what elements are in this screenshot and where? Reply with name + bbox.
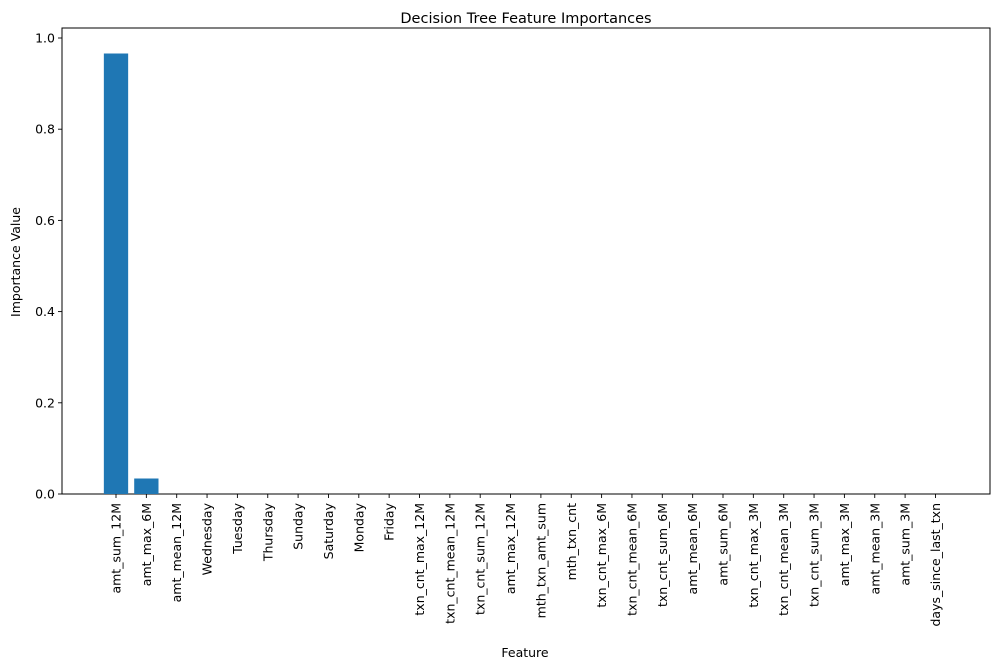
y-tick-label: 1.0 bbox=[35, 31, 55, 46]
y-tick-label: 0.4 bbox=[35, 304, 55, 319]
x-tick-label: Monday bbox=[351, 502, 366, 552]
x-tick-label: amt_sum_6M bbox=[716, 503, 731, 586]
x-tick-label: txn_cnt_max_3M bbox=[746, 503, 761, 608]
bar-group bbox=[103, 53, 159, 494]
bar-amt-max-6m bbox=[134, 478, 159, 494]
x-tick-label: mth_txn_amt_sum bbox=[533, 503, 548, 618]
x-tick-label: txn_cnt_max_12M bbox=[412, 503, 427, 616]
x-tick-label: Saturday bbox=[321, 502, 336, 559]
x-tick-label: txn_cnt_sum_12M bbox=[473, 503, 488, 615]
x-axis: amt_sum_12M amt_max_6M amt_mean_12M Wednesd… bbox=[109, 494, 943, 627]
x-tick-label: mth_txn_cnt bbox=[564, 503, 579, 581]
x-tick-label: amt_mean_3M bbox=[867, 503, 882, 594]
x-tick-label: Wednesday bbox=[200, 502, 215, 575]
x-tick-label: amt_sum_3M bbox=[898, 503, 913, 586]
x-tick-label: Tuesday bbox=[230, 502, 245, 554]
x-tick-label: Thursday bbox=[260, 502, 275, 562]
plot-area bbox=[61, 27, 991, 495]
x-tick-label: txn_cnt_sum_3M bbox=[807, 503, 822, 607]
x-tick-label: txn_cnt_sum_6M bbox=[655, 503, 670, 607]
x-tick-label: amt_max_12M bbox=[503, 503, 518, 594]
x-tick-label: amt_sum_12M bbox=[109, 503, 124, 594]
x-tick-label: txn_cnt_max_6M bbox=[594, 503, 609, 608]
x-tick-label: Sunday bbox=[291, 502, 306, 549]
x-tick-label: amt_max_3M bbox=[837, 503, 852, 586]
x-tick-label: amt_max_6M bbox=[139, 503, 154, 586]
x-axis-label: Feature bbox=[501, 645, 549, 660]
y-tick-label: 0.8 bbox=[35, 122, 55, 137]
bar-amt-sum-12m bbox=[103, 53, 129, 494]
x-tick-label: days_since_last_txn bbox=[928, 503, 943, 627]
y-axis-label: Importance Value bbox=[8, 207, 23, 317]
chart-title: Decision Tree Feature Importances bbox=[400, 11, 651, 27]
x-tick-label: Friday bbox=[382, 502, 397, 540]
x-tick-label: amt_mean_6M bbox=[685, 503, 700, 594]
y-tick-label: 0.0 bbox=[35, 487, 55, 502]
plot-frame bbox=[61, 27, 991, 495]
y-axis: 0.0 0.2 0.4 0.6 0.8 1.0 bbox=[35, 31, 62, 502]
y-tick-label: 0.6 bbox=[35, 213, 55, 228]
x-tick-label: txn_cnt_mean_6M bbox=[624, 503, 639, 616]
x-tick-label: txn_cnt_mean_3M bbox=[776, 503, 791, 616]
y-tick-label: 0.2 bbox=[35, 395, 55, 410]
x-tick-label: txn_cnt_mean_12M bbox=[442, 503, 457, 624]
x-tick-label: amt_mean_12M bbox=[169, 503, 184, 602]
